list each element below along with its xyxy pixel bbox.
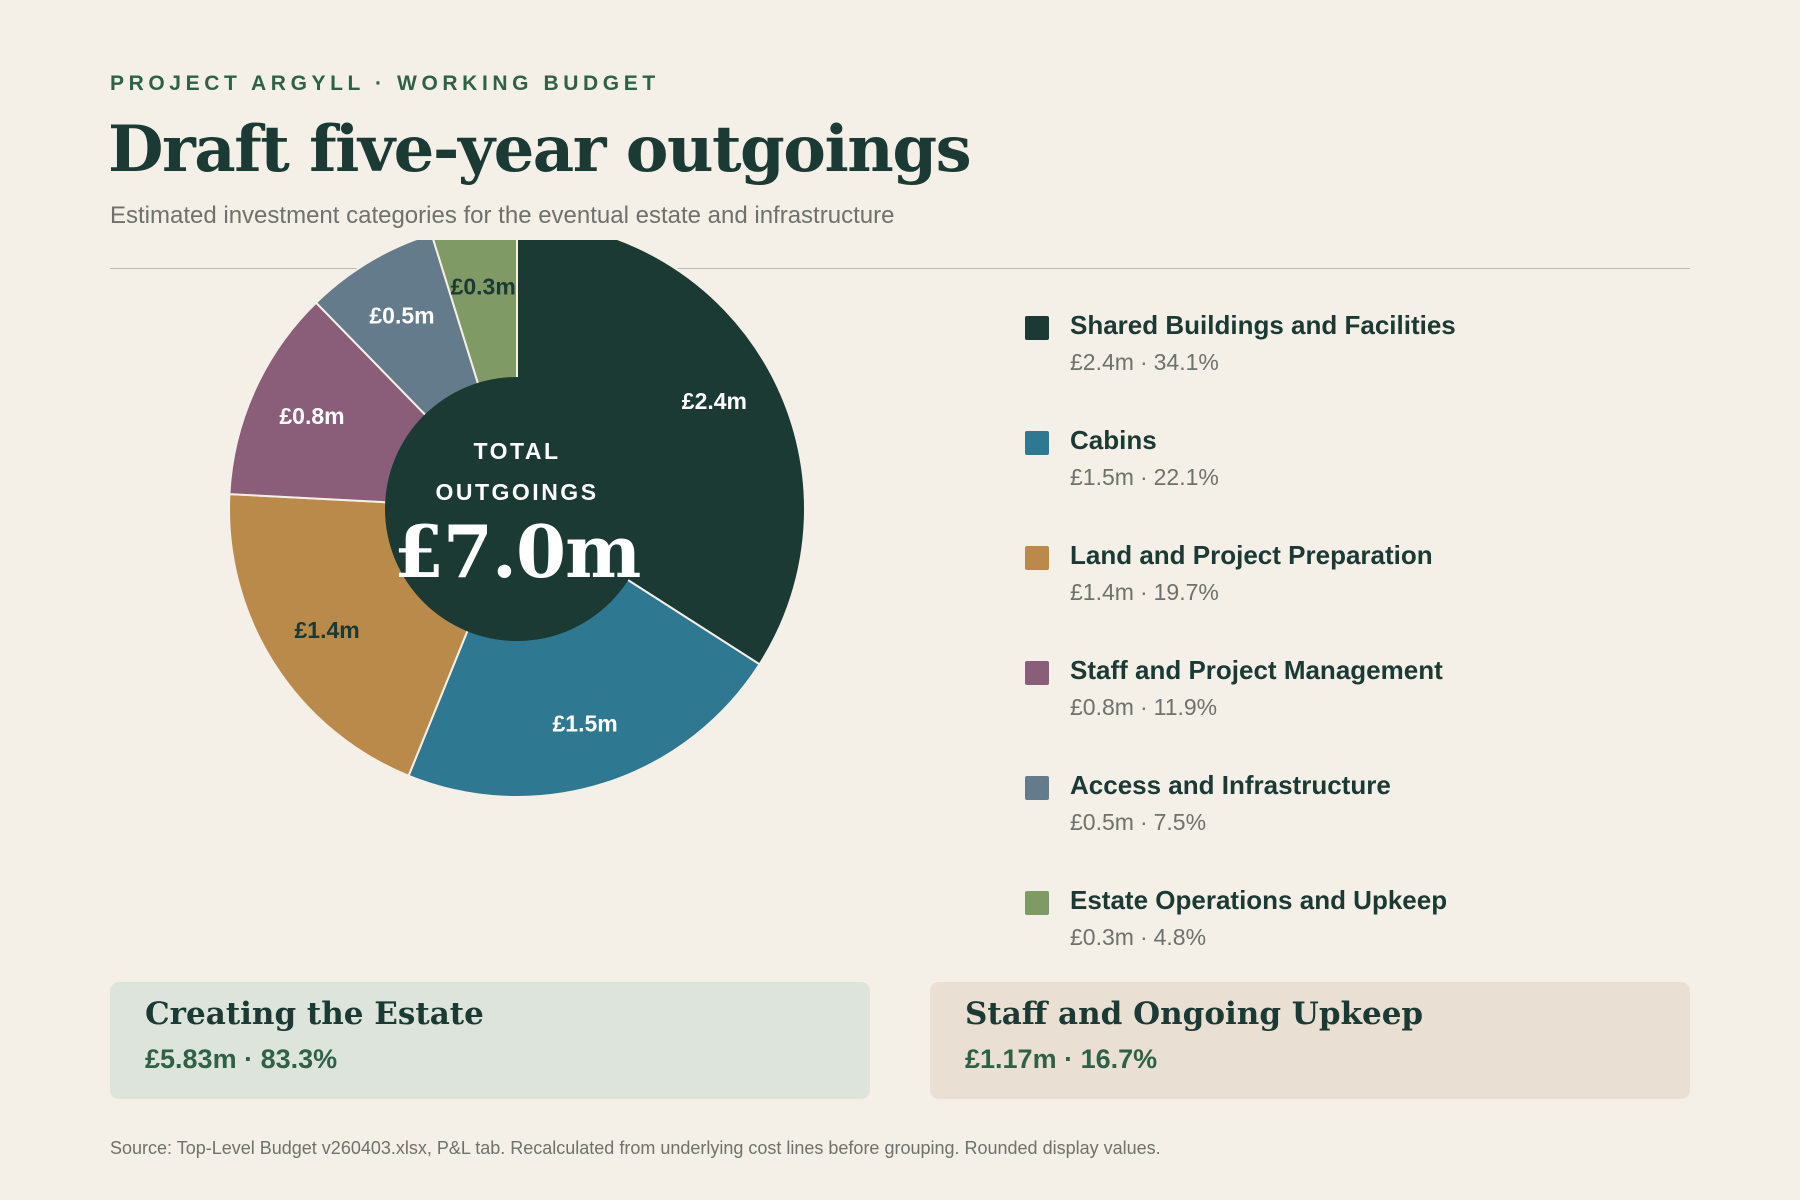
legend-percent: 22.1% [1153, 464, 1219, 490]
legend-value: £0.3m · 4.8% [1070, 924, 1206, 951]
slice-data-label: £0.5m [369, 303, 434, 329]
center-caption-line2: OUTGOINGS [435, 479, 598, 505]
pie-slice [516, 240, 806, 666]
legend-item: Cabins £1.5m · 22.1% [1025, 421, 1725, 536]
legend-label: Shared Buildings and Facilities [1070, 310, 1456, 340]
legend-percent: 7.5% [1153, 809, 1207, 835]
legend: Shared Buildings and Facilities £2.4m · 34… [1025, 306, 1725, 996]
legend-amount: £2.4m [1070, 349, 1134, 375]
legend-label: Access and Infrastructure [1070, 770, 1391, 800]
slice-data-label: £1.4m [294, 617, 359, 643]
legend-separator: · [1139, 694, 1148, 720]
legend-percent: 11.9% [1153, 694, 1218, 720]
legend-swatch [1025, 661, 1049, 685]
page-title: Draft five-year outgoings [108, 112, 972, 187]
center-caption-line1: TOTAL [473, 438, 560, 464]
group-card-creating-estate: Creating the Estate £5.83m · 83.3% [110, 982, 870, 1099]
eyebrow: PROJECT ARGYLL · WORKING BUDGET [110, 72, 660, 95]
legend-swatch [1025, 891, 1049, 915]
legend-item: Estate Operations and Upkeep £0.3m · 4.8% [1025, 881, 1725, 996]
donut-chart: £2.4m £1.5m £1.4m £0.8m £0.5m £0.3m TOTAL OUT… [228, 240, 806, 799]
donut-hole [385, 377, 649, 641]
legend-item: Staff and Project Management £0.8m · 11.9% [1025, 651, 1725, 766]
legend-label: Staff and Project Management [1070, 655, 1443, 685]
legend-value: £2.4m · 34.1% [1070, 349, 1219, 376]
center-total: £7.0m [394, 509, 641, 594]
legend-label: Land and Project Preparation [1070, 540, 1433, 570]
legend-amount: £1.4m [1070, 579, 1134, 605]
page-subtitle: Estimated investment categories for the … [110, 202, 895, 229]
legend-value: £1.4m · 19.7% [1070, 579, 1219, 606]
legend-separator: · [1139, 809, 1148, 835]
legend-swatch [1025, 316, 1049, 340]
source-note: Source: Top-Level Budget v260403.xlsx, P… [110, 1138, 1161, 1158]
legend-item: Shared Buildings and Facilities £2.4m · 34… [1025, 306, 1725, 421]
legend-value: £1.5m · 22.1% [1070, 464, 1219, 491]
legend-item: Access and Infrastructure £0.5m · 7.5% [1025, 766, 1725, 881]
group-value: £5.83m · 83.3% [145, 1044, 338, 1074]
header-divider [110, 268, 1690, 269]
legend-separator: · [1139, 349, 1148, 375]
slice-data-label: £0.8m [279, 403, 344, 429]
legend-item: Land and Project Preparation £1.4m · 19.7% [1025, 536, 1725, 651]
slice-data-label: £2.4m [682, 388, 747, 414]
group-title: Staff and Ongoing Upkeep [965, 996, 1424, 1032]
legend-swatch [1025, 546, 1049, 570]
legend-separator: · [1139, 579, 1148, 605]
legend-separator: · [1139, 924, 1148, 950]
legend-value: £0.5m · 7.5% [1070, 809, 1206, 836]
legend-value: £0.8m · 11.9% [1070, 694, 1217, 721]
legend-amount: £1.5m [1070, 464, 1134, 490]
legend-amount: £0.5m [1070, 809, 1134, 835]
legend-percent: 4.8% [1153, 924, 1207, 950]
legend-swatch [1025, 431, 1049, 455]
legend-amount: £0.8m [1070, 694, 1134, 720]
slice-data-label: £1.5m [552, 710, 617, 736]
legend-swatch [1025, 776, 1049, 800]
legend-amount: £0.3m [1070, 924, 1134, 950]
slice-labels: £2.4m £1.5m £1.4m £0.8m £0.5m £0.3m [279, 274, 747, 737]
legend-label: Estate Operations and Upkeep [1070, 885, 1448, 915]
group-title: Creating the Estate [145, 996, 484, 1032]
group-value: £1.17m · 16.7% [965, 1044, 1158, 1074]
legend-label: Cabins [1070, 425, 1157, 455]
legend-separator: · [1139, 464, 1148, 490]
legend-percent: 19.7% [1153, 579, 1219, 605]
legend-percent: 34.1% [1153, 349, 1219, 375]
slice-data-label: £0.3m [451, 274, 516, 300]
group-card-staff-upkeep: Staff and Ongoing Upkeep £1.17m · 16.7% [930, 982, 1690, 1099]
